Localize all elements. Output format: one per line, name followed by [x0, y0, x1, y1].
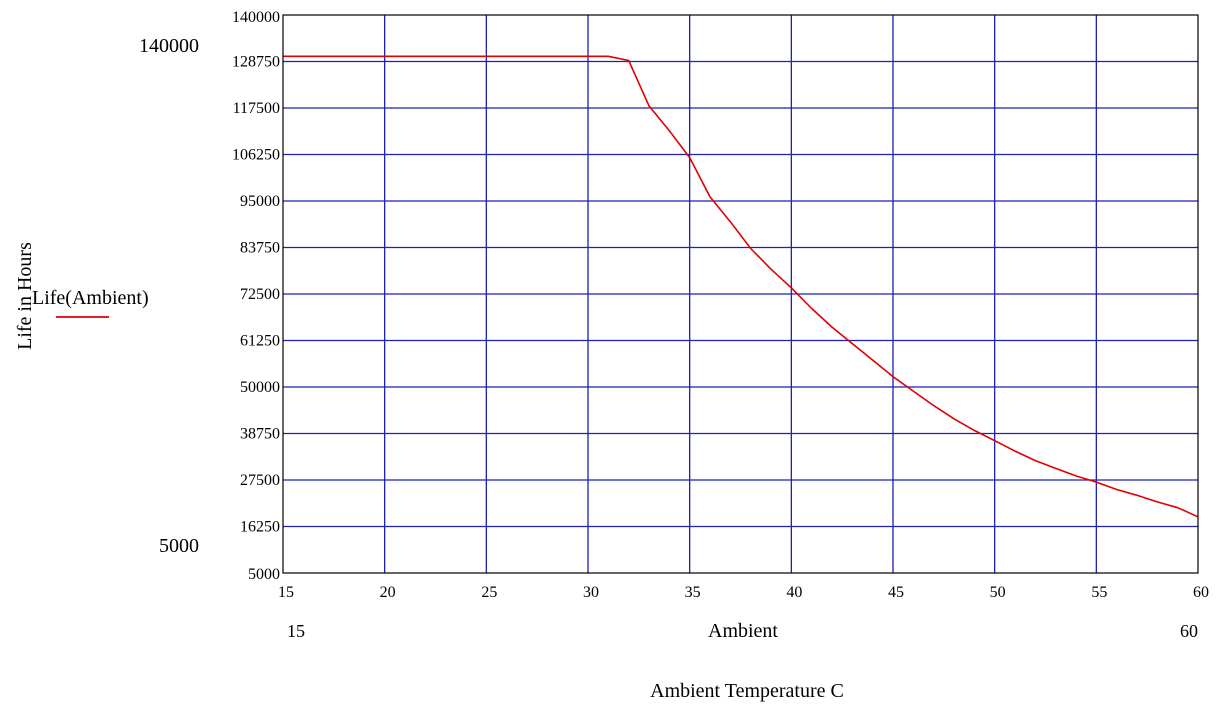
x-tick-label: 15: [278, 584, 294, 601]
x-tick-label: 25: [481, 584, 497, 601]
y-tick-label: 95000: [240, 193, 280, 210]
x-tick-labels: 15 20 25 30 35 40 45 50 55 60: [278, 584, 1209, 601]
x-tick-label: 50: [990, 584, 1006, 601]
x-range-max-label: 60: [1180, 621, 1198, 641]
y-tick-label: 16250: [240, 519, 280, 536]
y-tick-label: 106250: [232, 147, 280, 164]
grid: [283, 15, 1198, 573]
y-tick-label: 50000: [240, 379, 280, 396]
y-tick-label: 27500: [240, 472, 280, 489]
y-tick-label: 128750: [232, 54, 280, 71]
y-range-min-label: 5000: [159, 535, 199, 557]
x-range-min-label: 15: [287, 621, 305, 641]
x-tick-label: 30: [583, 584, 599, 601]
x-tick-label: 55: [1091, 584, 1107, 601]
plot-frame: [282, 14, 1199, 574]
y-tick-label: 117500: [233, 100, 280, 117]
y-tick-label: 72500: [240, 286, 280, 303]
y-tick-labels: 5000 16250 27500 38750 50000 61250 72500 83750 9…: [232, 9, 280, 583]
y-tick-label: 83750: [240, 240, 280, 257]
x-tick-label: 35: [685, 584, 701, 601]
x-tick-label: 20: [380, 584, 396, 601]
x-variable-label: Ambient: [708, 620, 778, 642]
y-axis-title: Life in Hours: [14, 242, 36, 350]
y-tick-label: 38750: [240, 426, 280, 443]
x-tick-label: 60: [1193, 584, 1209, 601]
x-tick-label: 40: [786, 584, 802, 601]
series-layer: [283, 55, 1199, 518]
x-axis-title: Ambient Temperature C: [650, 680, 844, 702]
x-tick-label: 45: [888, 584, 904, 601]
legend-label: Life(Ambient): [32, 287, 149, 309]
y-tick-label: 61250: [240, 333, 280, 350]
y-tick-label: 5000: [248, 566, 280, 583]
y-tick-label: 140000: [232, 9, 280, 26]
series-line-life-ambient: [283, 55, 1199, 518]
y-range-max-label: 140000: [139, 35, 199, 57]
